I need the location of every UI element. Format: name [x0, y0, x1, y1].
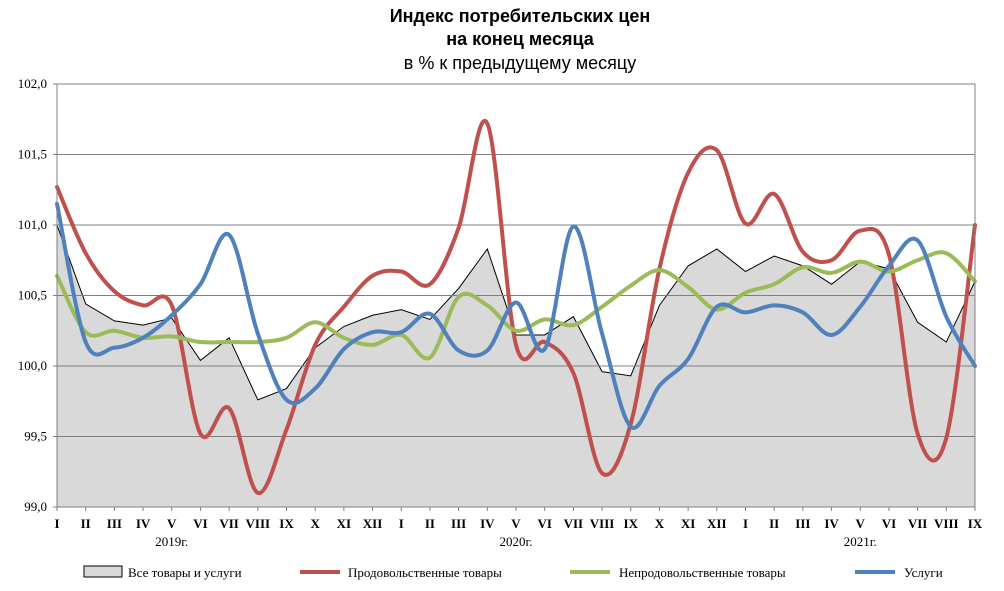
y-tick-label: 100,0	[18, 358, 47, 373]
y-tick-label: 102,0	[18, 76, 47, 91]
x-tick-label: II	[769, 516, 779, 531]
x-tick-label: IX	[968, 516, 983, 531]
chart-title-line-3: в % к предыдущему месяцу	[404, 53, 636, 73]
x-tick-label: XI	[681, 516, 695, 531]
x-tick-label: V	[856, 516, 866, 531]
legend-label: Непродовольственные товары	[619, 565, 786, 580]
x-tick-label: X	[310, 516, 320, 531]
x-tick-label: IX	[624, 516, 639, 531]
x-tick-label: IV	[480, 516, 495, 531]
legend-swatch-area	[83, 565, 123, 578]
legend-label: Услуги	[904, 565, 943, 580]
x-tick-label: IX	[279, 516, 294, 531]
x-tick-label: VII	[564, 516, 584, 531]
x-tick-label: X	[655, 516, 665, 531]
x-tick-label: IV	[824, 516, 839, 531]
x-tick-label: VIII	[934, 516, 959, 531]
x-tick-label: V	[511, 516, 521, 531]
x-tick-label: XII	[363, 516, 383, 531]
year-label: 2021г.	[844, 534, 877, 549]
x-tick-label: III	[795, 516, 810, 531]
x-tick-label: IV	[136, 516, 151, 531]
y-tick-label: 99,5	[24, 429, 47, 444]
x-tick-label: VI	[193, 516, 207, 531]
x-tick-label: II	[425, 516, 435, 531]
x-tick-label: II	[81, 516, 91, 531]
x-tick-label: III	[451, 516, 466, 531]
x-tick-label: VIII	[246, 516, 271, 531]
legend-label: Все товары и услуги	[128, 565, 242, 580]
series-line-2	[55, 250, 977, 361]
y-tick-label: 101,5	[18, 147, 47, 162]
legend-label: Продовольственные товары	[348, 565, 502, 580]
x-tick-label: VI	[882, 516, 896, 531]
year-label: 2020г.	[499, 534, 532, 549]
x-tick-label: I	[399, 516, 404, 531]
legend: Все товары и услуги Продовольственные тов…	[83, 565, 943, 580]
x-tick-label: XI	[337, 516, 351, 531]
y-tick-label: 99,0	[24, 499, 47, 514]
y-tick-label: 101,0	[18, 217, 47, 232]
x-tick-label: VIII	[590, 516, 615, 531]
chart-title: Индекс потребительских цен на конец меся…	[390, 6, 651, 73]
chart-title-line-2: на конец месяца	[446, 29, 594, 49]
x-tick-label: III	[107, 516, 122, 531]
series-line-3	[55, 201, 977, 430]
series-line-1	[55, 118, 977, 495]
year-label: 2019г.	[155, 534, 188, 549]
x-tick-label: V	[167, 516, 177, 531]
x-tick-label: I	[743, 516, 748, 531]
x-tick-label: VI	[537, 516, 551, 531]
chart-title-line-1: Индекс потребительских цен	[390, 6, 651, 26]
x-tick-label: VII	[908, 516, 928, 531]
x-tick-label: XII	[707, 516, 727, 531]
x-tick-label: I	[54, 516, 59, 531]
y-tick-label: 100,5	[18, 288, 47, 303]
x-tick-label: VII	[219, 516, 239, 531]
